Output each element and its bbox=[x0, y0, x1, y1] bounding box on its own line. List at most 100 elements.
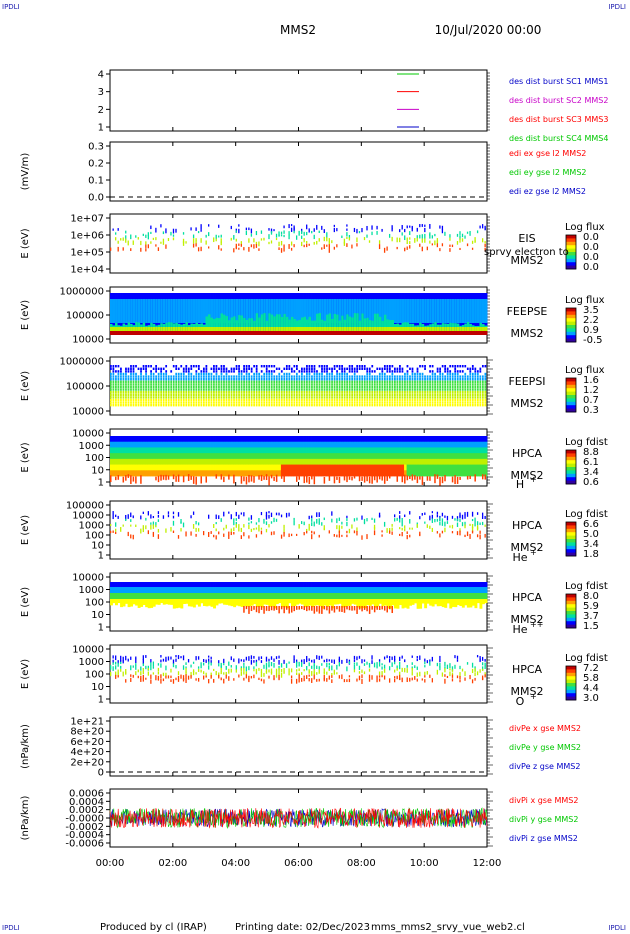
hm-cell bbox=[316, 436, 320, 443]
hm-cell bbox=[301, 470, 304, 477]
hm-cell bbox=[409, 441, 412, 448]
hm-cell bbox=[258, 388, 261, 391]
hm-cell bbox=[358, 383, 361, 386]
hm-cell bbox=[401, 401, 404, 404]
colorbar-step bbox=[566, 308, 576, 312]
hm-cell bbox=[208, 404, 210, 407]
hm-cell bbox=[341, 380, 343, 383]
hm-cell bbox=[245, 319, 249, 331]
hm-cell bbox=[426, 383, 429, 386]
hm-cell bbox=[293, 464, 297, 471]
hm-cell bbox=[225, 327, 229, 331]
hm-cell bbox=[371, 458, 375, 465]
hm-cell bbox=[122, 441, 126, 448]
hm-cell bbox=[376, 447, 380, 454]
hm-cell bbox=[476, 453, 480, 460]
hm-cell bbox=[202, 380, 205, 383]
hm-cell bbox=[434, 401, 436, 404]
hm-cell bbox=[401, 398, 404, 402]
hm-cell bbox=[338, 380, 341, 383]
hm-cell bbox=[464, 464, 468, 471]
hm-cell bbox=[326, 367, 328, 370]
hm-cell bbox=[157, 453, 161, 460]
hm-cell bbox=[456, 383, 459, 386]
hm-cell bbox=[421, 378, 424, 381]
hm-cell bbox=[265, 464, 269, 471]
hm-cell bbox=[373, 441, 377, 448]
hm-cell bbox=[461, 327, 465, 331]
hm-cell bbox=[140, 398, 142, 402]
hm-cell bbox=[306, 464, 309, 471]
hm-cell bbox=[348, 470, 352, 477]
hm-cell bbox=[225, 372, 228, 376]
hm-cell bbox=[484, 378, 487, 381]
hm-cell bbox=[238, 470, 242, 477]
hm-cell bbox=[301, 398, 303, 402]
hm-cell bbox=[177, 470, 181, 477]
hm-cell bbox=[295, 320, 299, 331]
hm-cell bbox=[373, 388, 376, 391]
hm-cell bbox=[142, 375, 145, 378]
hm-cell bbox=[356, 237, 358, 243]
hm-cell bbox=[318, 458, 322, 465]
hm-cell bbox=[215, 327, 219, 331]
hm-cell bbox=[233, 393, 235, 396]
hm-cell bbox=[346, 404, 349, 407]
hm-cell bbox=[110, 247, 112, 251]
hm-cell bbox=[298, 230, 300, 236]
y-tick-label: 1 bbox=[98, 551, 104, 562]
hm-cell bbox=[285, 447, 289, 454]
hm-cell bbox=[378, 380, 381, 383]
hm-cell bbox=[388, 378, 391, 381]
hm-cell bbox=[230, 396, 233, 399]
hm-cell bbox=[361, 380, 364, 383]
hm-cell bbox=[303, 396, 306, 399]
hm-cell bbox=[185, 441, 189, 448]
colorbar-tick-label: 3.4 bbox=[583, 467, 599, 478]
hm-cell bbox=[228, 474, 230, 480]
hm-cell bbox=[406, 453, 410, 460]
hm-cell bbox=[481, 391, 484, 394]
hm-cell bbox=[125, 447, 128, 454]
hm-cell bbox=[343, 375, 346, 378]
hm-cell bbox=[368, 464, 372, 471]
hm-cell bbox=[288, 453, 292, 460]
hm-cell bbox=[316, 380, 318, 383]
hm-cell bbox=[172, 331, 176, 335]
hm-cell bbox=[270, 404, 273, 407]
hm-cell bbox=[406, 327, 410, 331]
hm-cell bbox=[404, 393, 406, 396]
hm-cell bbox=[323, 528, 325, 531]
colorbar-step bbox=[566, 470, 576, 475]
hm-cell bbox=[180, 327, 184, 331]
hm-cell bbox=[348, 237, 351, 241]
hm-cell bbox=[273, 391, 276, 394]
hm-cell bbox=[459, 391, 462, 394]
hm-cell bbox=[175, 476, 177, 482]
hm-cell bbox=[373, 453, 377, 460]
hm-cell bbox=[409, 237, 411, 240]
hm-cell bbox=[150, 372, 152, 376]
hm-cell bbox=[180, 331, 184, 335]
hm-cell bbox=[288, 447, 292, 454]
hm-cell bbox=[388, 393, 391, 396]
hm-cell bbox=[429, 388, 431, 391]
hm-cell bbox=[368, 396, 371, 399]
hm-cell bbox=[469, 475, 471, 479]
hm-cell bbox=[381, 372, 384, 376]
hm-cell bbox=[175, 327, 179, 331]
hm-cell bbox=[441, 458, 445, 465]
hm-cell bbox=[220, 367, 223, 370]
hm-cell bbox=[243, 247, 245, 251]
hm-cell bbox=[366, 370, 369, 373]
hm-cell bbox=[142, 458, 146, 465]
hm-cell bbox=[172, 388, 175, 391]
hm-cell bbox=[260, 458, 264, 465]
hm-cell bbox=[172, 383, 175, 386]
hm-cell bbox=[313, 393, 316, 396]
hm-cell bbox=[142, 365, 145, 368]
hm-cell bbox=[155, 396, 157, 399]
hm-cell bbox=[140, 380, 142, 383]
colorbar-title-eis: Log flux bbox=[565, 222, 605, 233]
hm-cell bbox=[165, 393, 168, 396]
